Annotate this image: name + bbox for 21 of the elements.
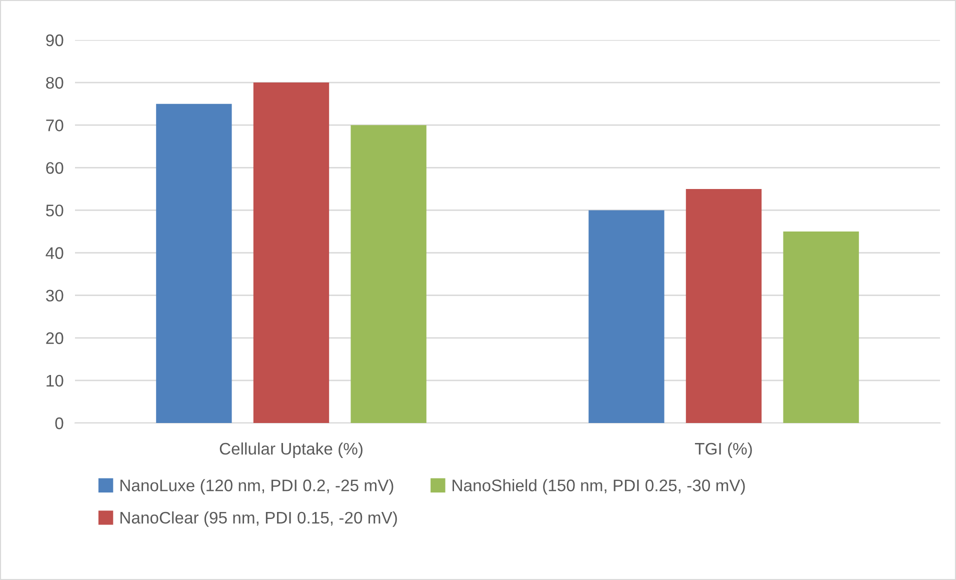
bar [350,125,426,423]
y-tick-label: 60 [46,162,64,174]
y-tick-label: 80 [46,76,64,89]
x-tick-label: Cellular Uptake (%) [220,442,362,458]
y-tick-label: 50 [46,204,64,216]
y-tick-label: 0 [55,417,64,430]
legend-label: NanoClear (95 nm, PDI 0.15, -20 mV) [120,511,397,527]
y-tick-label: 10 [46,374,64,387]
legend-label: NanoShield (150 nm, PDI 0.25, -30 mV) [452,479,745,495]
bar [253,82,330,423]
bar [686,188,762,423]
bar [588,210,664,423]
bar [156,104,232,423]
y-tick-label: 20 [46,332,64,344]
legend-label: NanoLuxe (120 nm, PDI 0.2, -25 mV) [120,479,394,495]
x-tick-label: TGI (%) [694,442,752,458]
y-tick-label: 30 [46,290,64,302]
y-tick-label: 70 [46,120,64,132]
bar [783,232,859,423]
y-tick-label: 40 [46,247,64,259]
y-tick-label: 90 [46,34,64,46]
